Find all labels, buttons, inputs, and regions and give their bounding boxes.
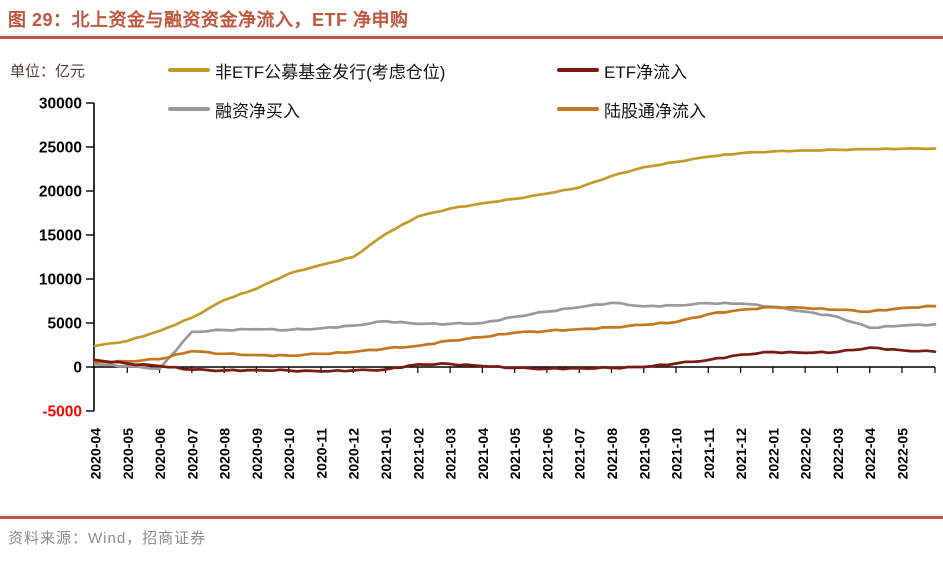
legend-line-swatch-orange xyxy=(557,107,599,111)
series-line-northbound_net_inflow xyxy=(93,304,937,364)
y-axis-label: 25000 xyxy=(39,140,82,157)
x-axis-label: 2021-12 xyxy=(733,428,749,480)
legend-label: 非ETF公募基金发行(考虑仓位) xyxy=(215,62,446,82)
x-axis-label: 2021-05 xyxy=(507,428,523,480)
x-axis-label: 2020-05 xyxy=(120,428,136,480)
x-axis-label: 2021-07 xyxy=(572,428,588,480)
x-axis-label: 2021-02 xyxy=(410,428,426,480)
x-axis-label: 2021-03 xyxy=(443,428,459,480)
x-axis-label: 2022-03 xyxy=(830,428,846,480)
legend-line-swatch-gray xyxy=(168,107,210,111)
y-axis-label: 30000 xyxy=(39,96,82,113)
x-axis-label: 2020-04 xyxy=(88,428,104,480)
y-axis-label: 20000 xyxy=(39,184,82,201)
y-axis-label: 10000 xyxy=(39,272,82,289)
x-axis-label: 2021-06 xyxy=(539,428,555,480)
series-line-etf_net_inflow xyxy=(93,346,937,373)
x-axis-label: 2021-08 xyxy=(604,428,620,480)
legend-label: 陆股通净流入 xyxy=(604,101,706,121)
legend-item-northbound-net-inflow: 陆股通净流入 xyxy=(557,97,706,121)
x-axis-label: 2020-09 xyxy=(249,428,265,480)
unit-label: 单位：亿元 xyxy=(10,63,86,80)
legend-label: ETF净流入 xyxy=(604,62,688,82)
footer-rule xyxy=(0,516,943,519)
x-axis-label: 2020-10 xyxy=(281,428,297,480)
figure-title: 图 29：北上资金与融资资金净流入，ETF 净申购 xyxy=(8,10,409,30)
y-axis-label: 15000 xyxy=(39,228,82,245)
x-axis-label: 2022-01 xyxy=(765,428,781,480)
x-axis-label: 2021-01 xyxy=(378,428,394,480)
chart-legend: 非ETF公募基金发行(考虑仓位) ETF净流入 融资净买入 陆股通净流入 xyxy=(168,58,706,121)
source-attribution: 资料来源：Wind，招商证券 xyxy=(8,530,207,547)
legend-label: 融资净买入 xyxy=(215,101,300,121)
x-axis-label: 2022-04 xyxy=(862,428,878,480)
series-line-non_etf_fund_issuance xyxy=(93,147,937,348)
x-axis-label: 2020-06 xyxy=(152,428,168,480)
legend-item-non-etf-fund: 非ETF公募基金发行(考虑仓位) xyxy=(168,58,557,82)
x-axis-label: 2020-07 xyxy=(184,428,200,480)
legend-line-swatch-gold xyxy=(168,68,210,72)
x-axis-label: 2022-02 xyxy=(798,428,814,480)
x-axis-label: 2021-04 xyxy=(475,428,491,480)
x-axis-label: 2021-10 xyxy=(669,428,685,480)
y-axis-label: -5000 xyxy=(42,404,82,421)
legend-item-etf-net-inflow: ETF净流入 xyxy=(557,58,706,82)
series-line-margin_net_buy xyxy=(93,301,937,371)
x-axis-label: 2021-11 xyxy=(701,428,717,479)
x-axis-label: 2020-08 xyxy=(217,428,233,480)
x-axis-label: 2022-05 xyxy=(895,428,911,480)
legend-item-margin-net-buy: 融资净买入 xyxy=(168,97,557,121)
y-axis-label: 0 xyxy=(73,360,82,377)
y-axis-label: 5000 xyxy=(48,316,82,333)
title-underline-rule xyxy=(0,36,943,39)
x-axis-label: 2020-12 xyxy=(346,428,362,480)
legend-line-swatch-maroon xyxy=(557,68,599,72)
x-axis-label: 2021-09 xyxy=(636,428,652,480)
x-axis-label: 2020-11 xyxy=(313,428,329,479)
